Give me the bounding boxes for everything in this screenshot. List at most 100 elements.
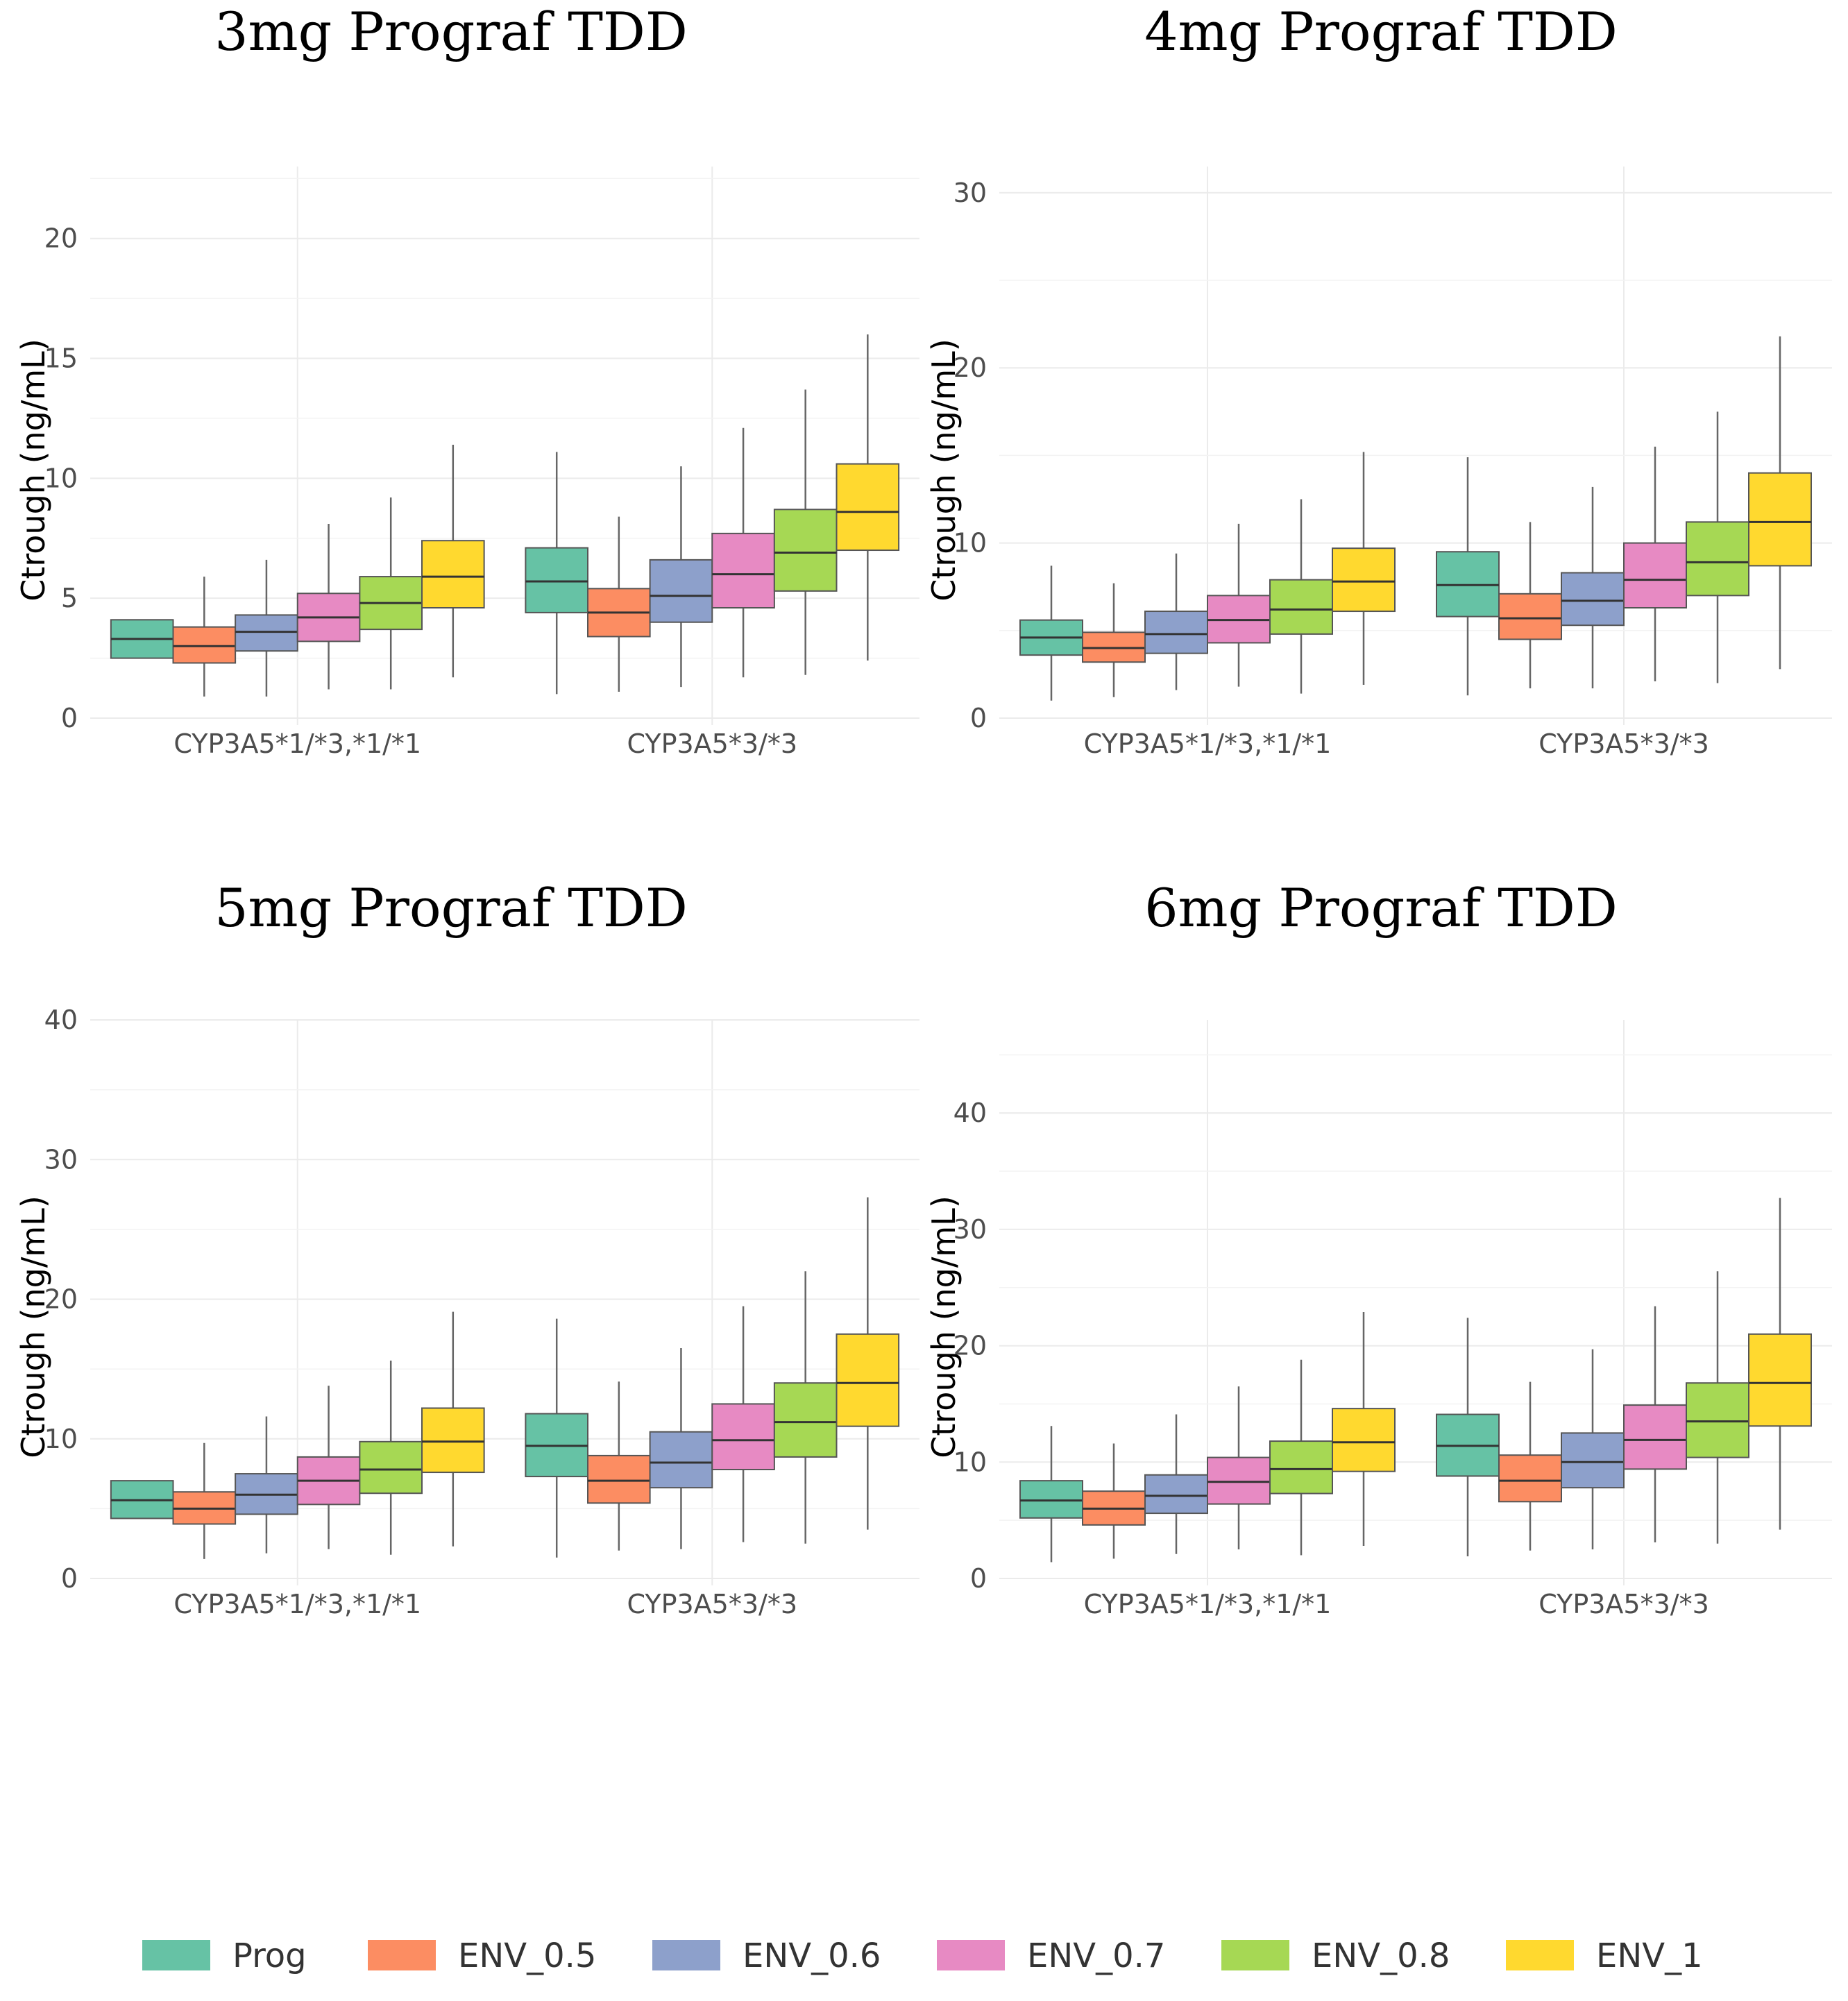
x-category-label: CYP3A5*3/*3 — [627, 729, 798, 759]
box-body — [421, 1407, 485, 1474]
box-body — [773, 509, 838, 592]
box-body — [1332, 1408, 1396, 1472]
legend-item: Prog — [142, 1936, 307, 1975]
legend-label: ENV_0.6 — [743, 1936, 881, 1975]
box-env-0-7 — [296, 524, 361, 690]
legend-swatch — [142, 1940, 210, 1970]
box-env-0-6 — [649, 1347, 713, 1549]
legend-swatch — [1221, 1940, 1289, 1970]
box-env-0-6 — [1561, 486, 1625, 689]
y-tick-label: 40 — [953, 1098, 987, 1128]
legend-item: ENV_0.6 — [652, 1936, 881, 1975]
y-tick-label: 20 — [44, 1284, 78, 1315]
legend-label: ENV_1 — [1596, 1936, 1703, 1975]
box-body — [172, 626, 237, 664]
box-body — [1498, 1454, 1562, 1503]
box-env-0-5 — [1082, 1443, 1146, 1559]
box-prog — [110, 619, 174, 659]
box-body — [1019, 1480, 1083, 1519]
box-env-0-6 — [1561, 1349, 1625, 1550]
x-category-label: CYP3A5*1/*3,*1/*1 — [1084, 1589, 1332, 1619]
legend-item: ENV_0.7 — [937, 1936, 1165, 1975]
y-tick-label: 15 — [44, 343, 78, 374]
box-prog — [1019, 1426, 1083, 1563]
chart-panel: 4mg Prograf TDD 0 10 20 30 Ctrough (ng/mL) CYP… — [925, 1, 1832, 759]
x-category-label: CYP3A5*3/*3 — [627, 1589, 798, 1619]
box-env-0-6 — [235, 559, 298, 697]
legend-swatch — [1506, 1940, 1574, 1970]
box-body — [836, 1333, 900, 1427]
box-body — [711, 532, 775, 609]
legend: Prog ENV_0.5 ENV_0.6 ENV_0.7 ENV_0.8 ENV_1 — [142, 1936, 1703, 1975]
box-env-0-8 — [1686, 1271, 1749, 1544]
y-tick-label: 0 — [970, 703, 987, 733]
y-axis-title: Ctrough (ng/mL) — [925, 339, 963, 602]
box-body — [1561, 572, 1625, 627]
legend-swatch — [368, 1940, 436, 1970]
x-category-label: CYP3A5*3/*3 — [1538, 729, 1709, 759]
box-env-0-5 — [587, 516, 651, 692]
chart-title: 4mg Prograf TDD — [1144, 1, 1618, 62]
y-tick-label: 0 — [61, 703, 78, 733]
box-env-0-7 — [711, 427, 775, 678]
box-body — [711, 1403, 775, 1471]
legend-item: ENV_0.5 — [368, 1936, 596, 1975]
box-prog — [1436, 1318, 1500, 1557]
y-axis-title: Ctrough (ng/mL) — [15, 1195, 52, 1458]
legend-label: ENV_0.5 — [458, 1936, 596, 1975]
y-tick-label: 5 — [61, 583, 78, 613]
box-env-1 — [1332, 1311, 1396, 1547]
box-body — [1332, 547, 1396, 613]
box-env-0-7 — [1623, 1306, 1687, 1543]
y-tick-label: 10 — [953, 1447, 987, 1477]
box-body — [1144, 611, 1208, 654]
y-tick-label: 30 — [44, 1144, 78, 1175]
chart-title: 3mg Prograf TDD — [214, 1, 688, 62]
box-body — [1623, 1404, 1687, 1470]
y-tick-label: 20 — [44, 223, 78, 254]
chart-title: 6mg Prograf TDD — [1144, 877, 1618, 939]
y-tick-label: 10 — [44, 1424, 78, 1454]
box-env-1 — [421, 1311, 485, 1547]
box-body — [1686, 521, 1749, 597]
box-env-0-5 — [1082, 583, 1146, 697]
box-body — [1207, 1456, 1271, 1505]
y-tick-label: 0 — [61, 1563, 78, 1594]
box-body — [1623, 542, 1687, 608]
chart-title: 5mg Prograf TDD — [214, 877, 688, 939]
box-body — [1561, 1432, 1625, 1489]
box-env-0-8 — [359, 497, 423, 690]
y-tick-label: 10 — [44, 463, 78, 493]
y-tick-label: 20 — [953, 1331, 987, 1361]
x-category-label: CYP3A5*1/*3,*1/*1 — [173, 729, 421, 759]
legend-label: ENV_0.8 — [1312, 1936, 1450, 1975]
x-category-label: CYP3A5*1/*3,*1/*1 — [1084, 729, 1332, 759]
box-env-1 — [1748, 1198, 1812, 1530]
y-tick-label: 20 — [953, 352, 987, 383]
legend-swatch — [937, 1940, 1005, 1970]
box-body — [649, 559, 713, 623]
box-env-0-8 — [773, 1271, 838, 1544]
y-tick-label: 0 — [970, 1563, 987, 1594]
box-env-1 — [836, 1197, 900, 1530]
box-env-0-5 — [172, 1442, 237, 1559]
box-body — [836, 463, 900, 552]
box-prog — [1436, 457, 1500, 696]
box-env-0-7 — [1207, 1386, 1271, 1550]
y-tick-label: 10 — [953, 528, 987, 559]
box-body — [649, 1431, 713, 1489]
box-prog — [525, 1318, 588, 1558]
legend-item: ENV_1 — [1506, 1936, 1703, 1975]
box-body — [1498, 593, 1562, 640]
box-env-0-7 — [711, 1306, 775, 1542]
box-prog — [110, 1480, 174, 1519]
box-body — [235, 614, 298, 652]
box-env-1 — [421, 444, 485, 678]
box-env-0-8 — [1686, 411, 1749, 683]
box-env-0-6 — [235, 1416, 298, 1553]
chart-panel: 6mg Prograf TDD 0 10 20 30 40 Ctrough (ng/mL) C… — [925, 877, 1832, 1619]
box-body — [1748, 1333, 1812, 1427]
